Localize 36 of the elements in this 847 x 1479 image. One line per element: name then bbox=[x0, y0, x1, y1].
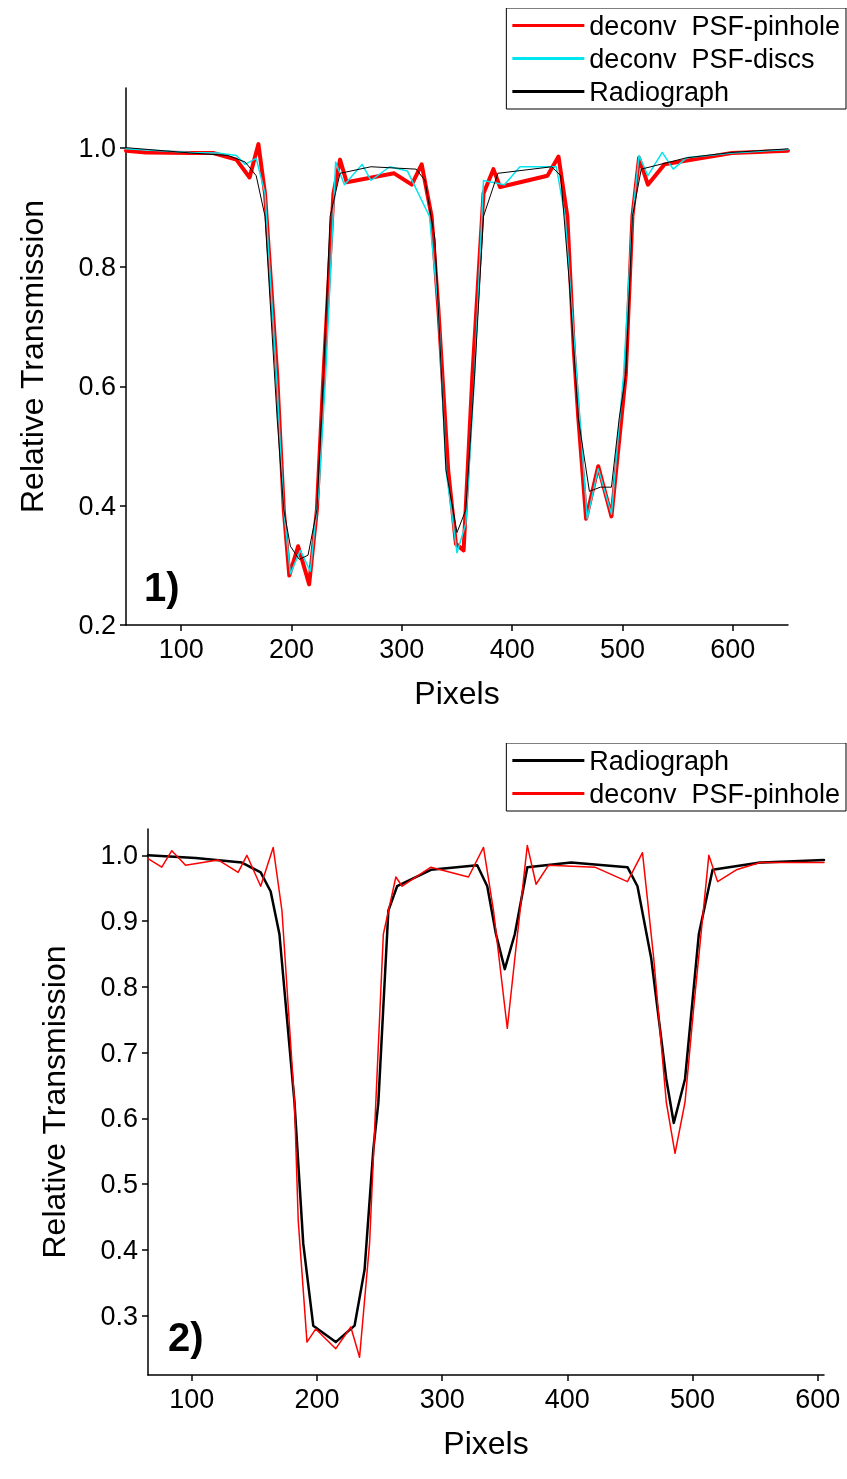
y-tick-label: 1.0 bbox=[78, 132, 116, 163]
x-tick-label: 200 bbox=[268, 633, 315, 664]
x-tick-label: 500 bbox=[599, 633, 646, 664]
y-tick-label: 0.6 bbox=[100, 1103, 138, 1134]
x-tick-label: 600 bbox=[795, 1383, 841, 1414]
y-tick-label: 0.8 bbox=[100, 971, 138, 1002]
x-tick-label: 100 bbox=[169, 1383, 215, 1414]
y-axis-title: Relative Transmission bbox=[36, 945, 72, 1259]
annotation: 2) bbox=[168, 1315, 204, 1359]
y-axis-title: Relative Transmission bbox=[14, 200, 50, 513]
x-axis-title: Pixels bbox=[443, 1425, 529, 1461]
y-tick-label: 0.9 bbox=[100, 906, 138, 937]
legend-label: Radiograph bbox=[589, 745, 729, 776]
x-tick-label: 400 bbox=[544, 1383, 590, 1414]
legend-label: deconv PSF-pinhole bbox=[589, 10, 841, 41]
x-tick-label: 300 bbox=[379, 633, 425, 664]
x-tick-label: 600 bbox=[710, 633, 756, 664]
x-tick-label: 300 bbox=[419, 1383, 465, 1414]
y-tick-label: 1.0 bbox=[100, 840, 138, 871]
y-tick-label: 0.2 bbox=[78, 610, 116, 640]
x-tick-label: 500 bbox=[670, 1383, 716, 1414]
legend-label: deconv PSF-pinhole bbox=[589, 778, 841, 809]
y-tick-label: 0.6 bbox=[78, 371, 116, 402]
x-tick-label: 200 bbox=[294, 1383, 340, 1414]
x-tick-label: 100 bbox=[158, 633, 204, 664]
x-axis-title: Pixels bbox=[414, 675, 500, 711]
y-tick-label: 0.5 bbox=[100, 1169, 138, 1200]
y-tick-label: 0.4 bbox=[78, 490, 116, 521]
y-tick-label: 0.4 bbox=[100, 1235, 138, 1266]
y-tick-label: 0.7 bbox=[100, 1037, 138, 1068]
legend-label: Radiograph bbox=[589, 76, 729, 107]
x-tick-label: 400 bbox=[489, 633, 535, 664]
annotation: 1) bbox=[144, 565, 180, 609]
y-tick-label: 0.8 bbox=[78, 252, 116, 282]
legend-label: deconv PSF-discs bbox=[589, 43, 815, 74]
y-tick-label: 0.3 bbox=[100, 1300, 138, 1331]
